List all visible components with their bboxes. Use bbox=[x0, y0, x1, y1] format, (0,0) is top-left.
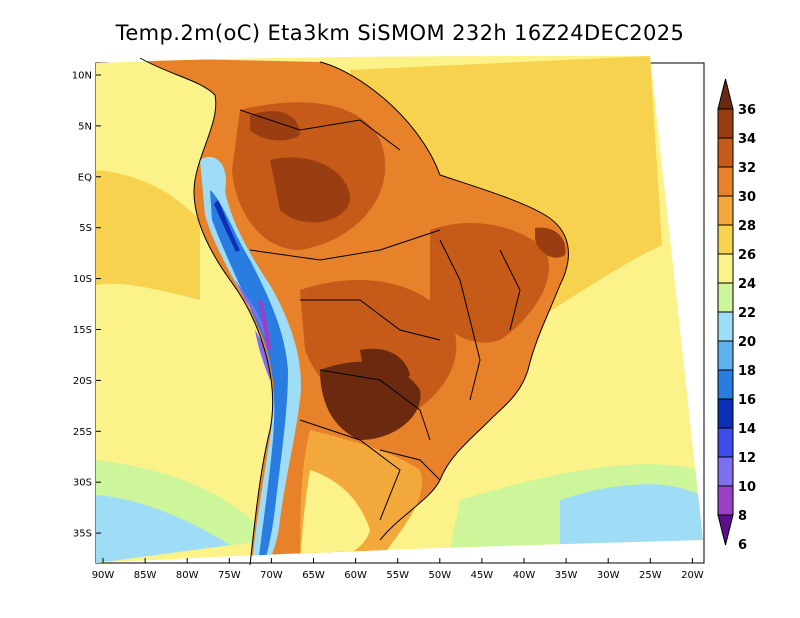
colorbar-label: 14 bbox=[738, 422, 756, 437]
uruguay-border bbox=[379, 449, 441, 481]
lon-tick-label: 65W bbox=[302, 570, 325, 581]
lat-tick-label: 35S bbox=[73, 529, 92, 540]
colorbar-label: 8 bbox=[738, 509, 747, 524]
lon-tick-label: 45W bbox=[471, 570, 494, 581]
lon-tick-label: 70W bbox=[260, 570, 283, 581]
argentina-border bbox=[299, 419, 401, 521]
amazon-core-hot bbox=[270, 157, 350, 223]
colorbar-label: 10 bbox=[738, 480, 756, 495]
colorbar-bottom-arrow bbox=[717, 514, 734, 546]
lon-tick-label: 40W bbox=[513, 570, 536, 581]
northeast-states-border bbox=[499, 249, 521, 331]
pampas-mild bbox=[300, 470, 370, 564]
lat-tick-label: 5N bbox=[78, 121, 92, 132]
colorbar-segment bbox=[717, 282, 734, 313]
lat-tick-label: 25S bbox=[73, 427, 92, 438]
lon-tick-label: 90W bbox=[92, 570, 115, 581]
lon-tick-label: 20W bbox=[681, 570, 704, 581]
colorbar-label: 34 bbox=[738, 132, 756, 147]
pantanal-hottest bbox=[360, 348, 410, 387]
colorbar-segment bbox=[717, 224, 734, 255]
latitude-axis: 10N 5N EQ 5S 10S 15S 20S 25S 30S 35S bbox=[72, 71, 101, 540]
political-borders bbox=[139, 57, 569, 566]
colorbar-label: 24 bbox=[738, 277, 756, 292]
north-hot-spot bbox=[250, 111, 300, 141]
colorbar-segment bbox=[717, 195, 734, 226]
colorbar-top-arrow bbox=[717, 78, 734, 110]
colorbar-segment bbox=[717, 456, 734, 487]
andes-coldest-peaks bbox=[235, 280, 271, 380]
andes-deep-cold-north bbox=[214, 200, 240, 252]
colorbar-segment bbox=[717, 485, 734, 516]
lon-tick-label: 55W bbox=[386, 570, 409, 581]
colorbar-label: 12 bbox=[738, 451, 756, 466]
colorbar-label: 30 bbox=[738, 190, 756, 205]
altiplano-purple bbox=[258, 300, 271, 350]
lat-tick-label: 20S bbox=[73, 376, 92, 387]
lon-tick-label: 75W bbox=[218, 570, 241, 581]
colorbar-segment bbox=[717, 166, 734, 197]
amazon-border bbox=[249, 229, 441, 261]
colorbar-segment bbox=[717, 108, 734, 139]
warm-pacific bbox=[96, 170, 200, 300]
northeast-hot-area bbox=[430, 222, 549, 343]
lon-tick-label: 30W bbox=[597, 570, 620, 581]
lon-tick-label: 80W bbox=[176, 570, 199, 581]
colorbar-label: 6 bbox=[738, 538, 747, 553]
colorbar-segment bbox=[717, 340, 734, 371]
cool-pacific-blue bbox=[96, 495, 230, 563]
cool-atlantic-blue bbox=[560, 484, 703, 545]
lon-tick-label: 60W bbox=[344, 570, 367, 581]
lat-tick-label: 30S bbox=[73, 478, 92, 489]
central-border bbox=[300, 299, 441, 341]
colorbar-segment bbox=[717, 398, 734, 429]
lat-tick-label: 15S bbox=[73, 325, 92, 336]
atlantic-coastline bbox=[319, 61, 569, 541]
lon-tick-label: 85W bbox=[134, 570, 157, 581]
colorbar-label: 18 bbox=[738, 364, 756, 379]
colorbar-segment bbox=[717, 253, 734, 284]
lon-tick-label: 50W bbox=[428, 570, 451, 581]
colorbar-label: 36 bbox=[738, 103, 756, 118]
temperature-colorbar: 36 34 32 30 28 26 24 22 20 18 16 14 12 10 8 6 bbox=[717, 78, 756, 553]
colorbar-segment bbox=[717, 427, 734, 458]
colorbar-label: 28 bbox=[738, 219, 756, 234]
temperature-field bbox=[96, 56, 703, 564]
colorbar-label: 22 bbox=[738, 306, 756, 321]
brazil-states-border bbox=[439, 239, 481, 401]
pacific-coastline bbox=[139, 57, 274, 566]
colorbar-segment bbox=[717, 311, 734, 342]
lon-tick-label: 35W bbox=[555, 570, 578, 581]
colorbar-segment bbox=[717, 137, 734, 168]
andes-cold-band bbox=[210, 190, 288, 564]
paraguay-border bbox=[319, 369, 431, 441]
lat-tick-label: EQ bbox=[78, 172, 92, 183]
lat-tick-label: 5S bbox=[79, 223, 92, 234]
lat-tick-label: 10N bbox=[72, 71, 92, 82]
coast-hot-spot bbox=[535, 227, 566, 258]
colorbar-label: 20 bbox=[738, 335, 756, 350]
longitude-axis: 90W 85W 80W 75W 70W 65W 60W 55W 50W 45W 40W 35W 30W 2… bbox=[92, 558, 704, 581]
map-title: Temp.2m(oC) Eta3km SiSMOM 232h 16Z24DEC2… bbox=[115, 21, 685, 45]
colorbar-label: 32 bbox=[738, 161, 756, 176]
lon-tick-label: 25W bbox=[639, 570, 662, 581]
lat-tick-label: 10S bbox=[73, 274, 92, 285]
colorbar-segment bbox=[717, 369, 734, 400]
northern-border bbox=[239, 109, 401, 151]
colorbar-label: 16 bbox=[738, 393, 756, 408]
colorbar-label: 26 bbox=[738, 248, 756, 263]
